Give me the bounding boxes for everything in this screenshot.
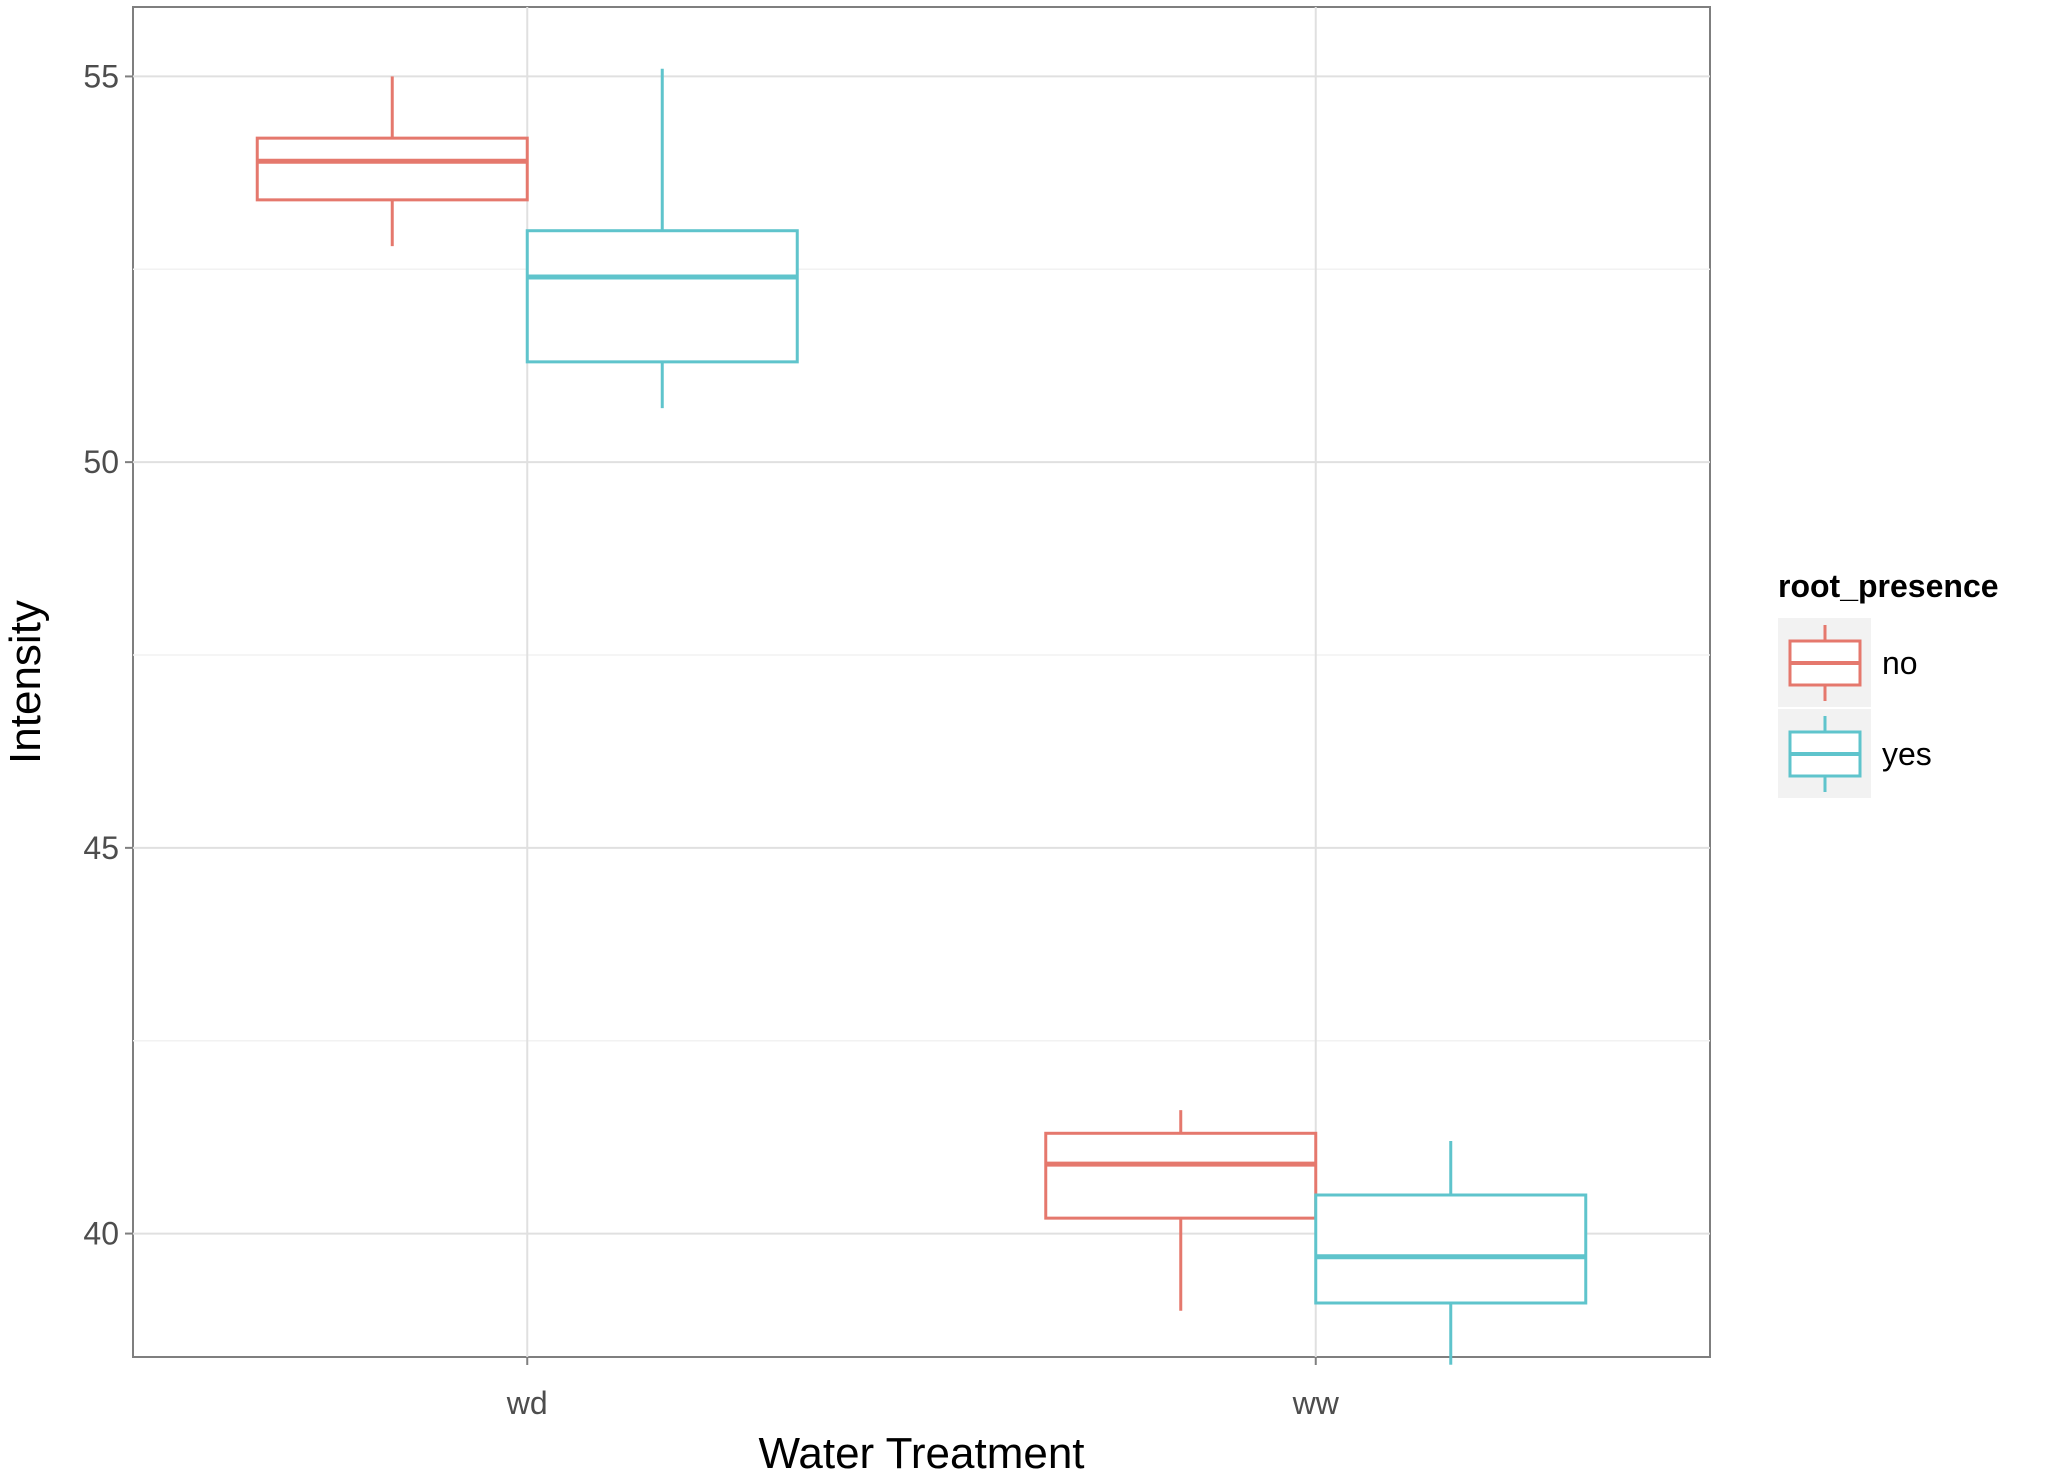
legend-label: yes — [1882, 736, 1932, 772]
box-yes-wd — [525, 68, 799, 409]
panel-border — [132, 6, 1711, 1358]
grid-lines — [133, 7, 1710, 1357]
legend-label: no — [1882, 645, 1918, 681]
plot-panel — [132, 6, 1711, 1358]
y-tick-label: 55 — [83, 58, 119, 94]
box-body — [1044, 1131, 1318, 1220]
y-axis: 40 45 50 55 — [83, 58, 133, 1252]
box-body — [255, 136, 529, 202]
y-axis-title: Intensity — [1, 600, 50, 764]
legend-key-yes — [1776, 707, 1873, 800]
x-tick-label: wd — [506, 1385, 548, 1421]
x-axis: wd ww — [506, 1357, 1340, 1421]
legend-key-no — [1776, 616, 1873, 709]
x-tick-label: ww — [1292, 1385, 1340, 1421]
legend-title: root_presence — [1778, 568, 1999, 604]
y-tick-label: 40 — [83, 1216, 119, 1252]
y-tick-label: 45 — [83, 830, 119, 866]
x-axis-title: Water Treatment — [758, 1429, 1084, 1477]
box-yes-ww — [1314, 1141, 1588, 1365]
legend: root_presence no yes — [1776, 568, 1999, 800]
box-series — [255, 68, 1588, 1365]
box-no-wd — [255, 76, 529, 247]
box-no-ww — [1044, 1110, 1318, 1311]
box-body — [1314, 1193, 1588, 1305]
y-tick-label: 50 — [83, 444, 119, 480]
box-body — [525, 229, 799, 364]
